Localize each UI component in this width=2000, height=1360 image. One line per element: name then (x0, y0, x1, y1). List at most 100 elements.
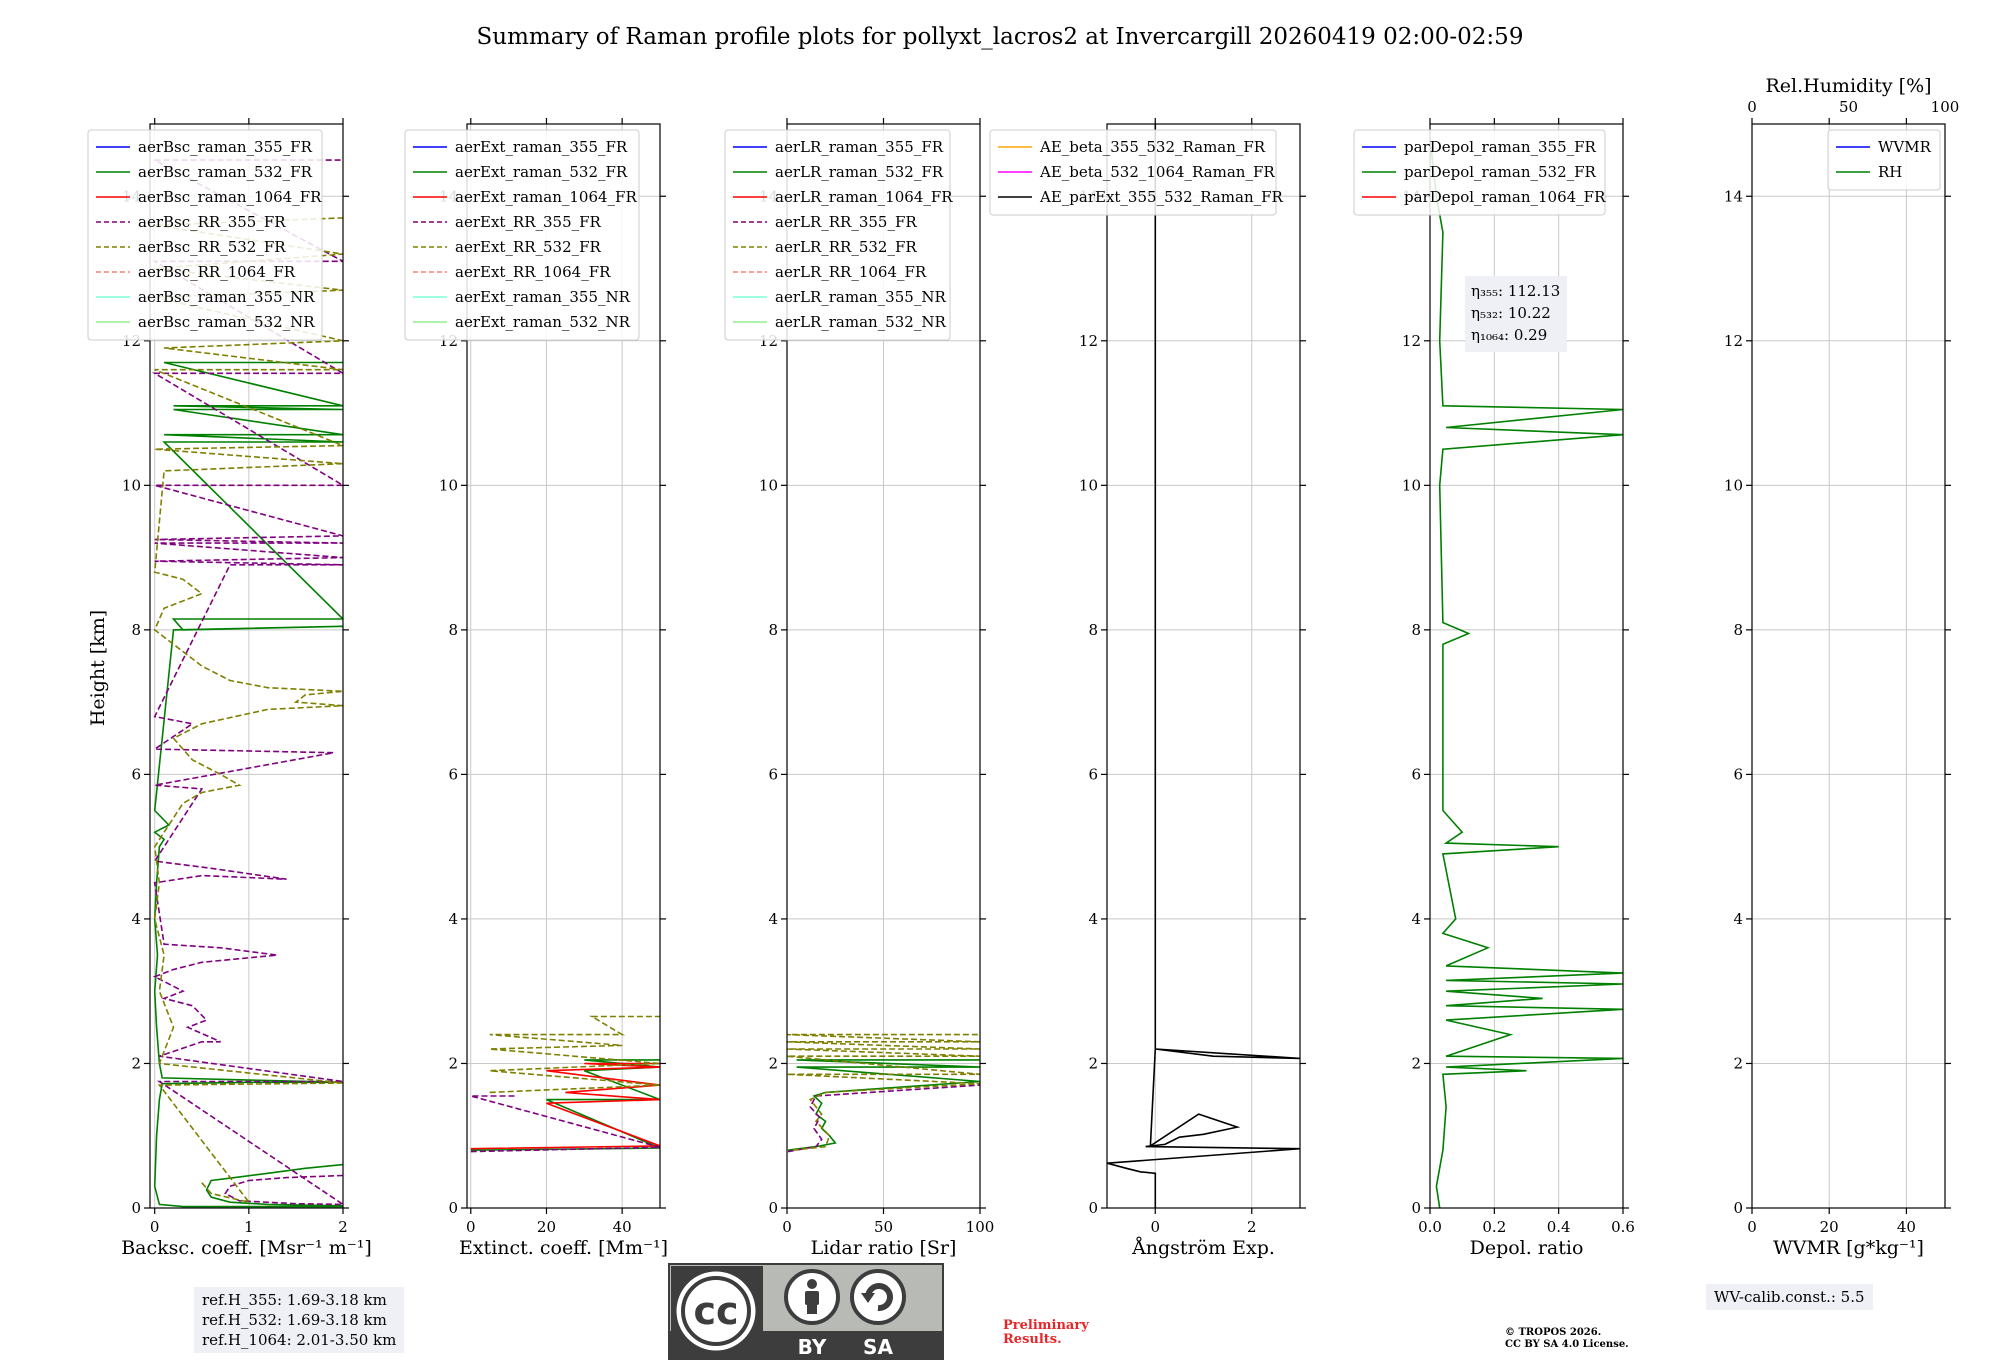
share-alike-icon (850, 1269, 906, 1325)
eta-eta532: η₅₃₂: 10.22 (1471, 304, 1551, 322)
legend-frame (1827, 129, 1941, 191)
legend-label: aerExt_raman_1064_FR (455, 188, 637, 206)
y-tick-label: 4 (131, 910, 141, 928)
series-group (1107, 124, 1300, 1208)
series-aerLR_RR_532_FR (787, 1033, 980, 1151)
legend-label: parDepol_raman_1064_FR (1404, 188, 1606, 206)
y-tick-label: 4 (1733, 910, 1743, 928)
x-tick-label: 50 (874, 1218, 893, 1236)
height-axis-label: Height [km] (87, 610, 109, 726)
x-tick-label: 0 (466, 1218, 476, 1236)
axes-frame (1106, 123, 1301, 1209)
y-tick-label: 12 (1724, 332, 1743, 350)
y-tick-label: 10 (1402, 476, 1421, 494)
cc-by-label: BY (798, 1335, 827, 1359)
legend-label: aerBsc_raman_355_FR (138, 138, 313, 156)
legend-label: aerLR_RR_532_FR (775, 238, 917, 256)
legend-label: AE_parExt_355_532_Raman_FR (1039, 188, 1284, 206)
legend-label: aerExt_raman_355_FR (455, 138, 628, 156)
ref-height-355: ref.H_355: 1.69-3.18 km (202, 1291, 387, 1309)
y-tick-label: 2 (768, 1054, 778, 1072)
copyright-line-2: CC BY SA 4.0 License. (1505, 1339, 1629, 1350)
legend: aerLR_raman_355_FR aerLR_raman_532_FR aerL… (724, 129, 953, 341)
y-tick-label: 12 (1402, 332, 1421, 350)
series-aerExt_RR_355_FR (470, 1095, 660, 1153)
y-tick-label: 8 (1088, 621, 1098, 639)
x-tick-label: 0.4 (1547, 1218, 1571, 1236)
x-axis-label: Ångström Exp. (1131, 1237, 1275, 1259)
y-tick-label: 4 (1088, 910, 1098, 928)
legend-label: aerLR_raman_532_FR (775, 163, 944, 181)
legend-label: aerLR_raman_532_NR (775, 313, 946, 331)
y-tick-label: 10 (439, 476, 458, 494)
ref-height-532: ref.H_532: 1.69-3.18 km (202, 1311, 387, 1329)
copyright-line-1: © TROPOS 2026. (1505, 1327, 1602, 1338)
top-x-tick-label: 50 (1839, 98, 1858, 116)
series-group (470, 1015, 660, 1153)
legend-label: aerExt_RR_532_FR (455, 238, 602, 256)
legend-frame (404, 129, 640, 341)
series-group (1430, 138, 1623, 1208)
axes-frame (466, 123, 661, 1209)
y-tick-label: 2 (131, 1054, 141, 1072)
axes-frame (149, 123, 344, 1209)
series-parDepol_raman_532_FR (1430, 138, 1623, 1208)
y-tick-label: 6 (1411, 765, 1421, 783)
y-tick-label: 4 (1411, 910, 1421, 928)
ref-height-1064: ref.H_1064: 2.01-3.50 km (202, 1331, 397, 1349)
cc-license-badge[interactable]: cc BY SA (668, 1263, 944, 1360)
y-tick-label: 0 (1088, 1199, 1098, 1217)
y-tick-label: 0 (768, 1199, 778, 1217)
legend-label: WVMR (1878, 138, 1932, 156)
preliminary-line-1: Preliminary (1003, 1318, 1089, 1333)
legend-frame (989, 129, 1277, 216)
series-group (787, 1033, 980, 1153)
x-axis-label: Depol. ratio (1470, 1237, 1584, 1259)
y-tick-label: 6 (768, 765, 778, 783)
legend: aerExt_raman_355_FR aerExt_raman_532_FRae… (404, 129, 640, 341)
legend-label: aerExt_RR_1064_FR (455, 263, 611, 281)
series-aerLR_RR_355_FR (787, 1084, 980, 1153)
y-tick-label: 0 (131, 1199, 141, 1217)
series-aerLR_raman_532_FR (787, 1059, 980, 1151)
series-aerExt_RR_532_FR (489, 1015, 660, 1094)
series-aerBsc_RR_532_FR (153, 217, 343, 1204)
y-tick-label: 6 (131, 765, 141, 783)
panel-lidar-ratio: 02468101214050100Lidar ratio [Sr]aerLR_r… (724, 118, 995, 1259)
wv-calibration-box: WV-calib.const.: 5.5 (1706, 1284, 1873, 1310)
x-tick-label: 20 (1820, 1218, 1839, 1236)
x-tick-label: 2 (338, 1218, 348, 1236)
series-aerBsc_raman_532_FR (153, 361, 343, 1208)
panel-angstrom: 0246810121402Ångström Exp.AE_beta_355_53… (989, 118, 1306, 1259)
y-tick-label: 10 (1724, 476, 1743, 494)
x-tick-label: 0.0 (1418, 1218, 1442, 1236)
y-tick-label: 14 (1724, 187, 1743, 205)
y-tick-label: 10 (122, 476, 141, 494)
x-tick-label: 0 (1747, 1218, 1757, 1236)
x-tick-label: 100 (966, 1218, 995, 1236)
legend-label: aerExt_RR_355_FR (455, 213, 602, 231)
y-tick-label: 0 (1411, 1199, 1421, 1217)
eta-annotation: η₃₅₅: 112.13 η₅₃₂: 10.22 η₁₀₆₄: 0.29 (1465, 276, 1567, 352)
legend-label: aerExt_raman_532_NR (455, 313, 631, 331)
panels: 02468101214012Backsc. coeff. [Msr⁻¹ m⁻¹]… (87, 75, 1959, 1259)
x-tick-label: 20 (537, 1218, 556, 1236)
x-axis-label: Backsc. coeff. [Msr⁻¹ m⁻¹] (121, 1237, 372, 1259)
legend-label: aerBsc_raman_532_NR (138, 313, 315, 331)
reference-height-box: ref.H_355: 1.69-3.18 km ref.H_532: 1.69-… (194, 1287, 405, 1353)
y-tick-label: 2 (1411, 1054, 1421, 1072)
legend: WVMR RH (1827, 129, 1941, 191)
axes-frame (1751, 123, 1946, 1209)
cc-sa-label: SA (863, 1335, 893, 1359)
y-tick-label: 2 (1088, 1054, 1098, 1072)
legend-label: aerLR_raman_1064_FR (775, 188, 953, 206)
legend-label: parDepol_raman_532_FR (1404, 163, 1597, 181)
x-tick-label: 1 (244, 1218, 254, 1236)
legend-label: aerLR_RR_355_FR (775, 213, 917, 231)
legend-frame (1353, 129, 1606, 216)
x-tick-label: 0 (1150, 1218, 1160, 1236)
figure-title: Summary of Raman profile plots for polly… (477, 24, 1524, 50)
legend-label: parDepol_raman_355_FR (1404, 138, 1597, 156)
legend-label: aerBsc_raman_532_FR (138, 163, 313, 181)
panel-backscatter: 02468101214012Backsc. coeff. [Msr⁻¹ m⁻¹]… (87, 118, 372, 1259)
